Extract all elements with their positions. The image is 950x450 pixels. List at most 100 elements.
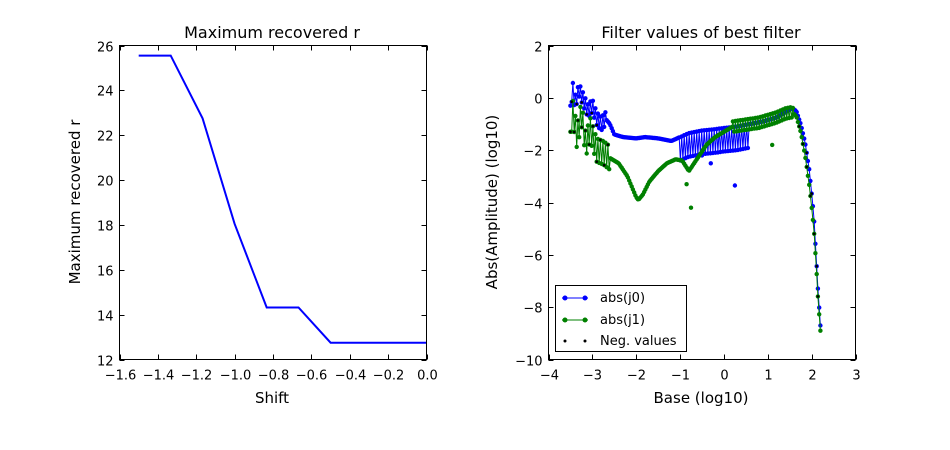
y-tick-label: 22 <box>97 130 114 145</box>
neg-value-marker <box>580 101 583 104</box>
j1-marker <box>809 205 814 211</box>
neg-value-marker <box>812 232 816 236</box>
j1-marker <box>813 251 818 256</box>
legend-entry-neg: Neg. values <box>563 334 677 349</box>
chart2-y-ticks: −10 −8 −6 −4 −2 0 2 <box>515 41 856 370</box>
j1-marker <box>805 173 811 178</box>
chart-filter-values: Filter values of best filter −4 −3 −2 −1 0 1 2… <box>483 23 861 407</box>
y-tick-label: −6 <box>523 250 542 265</box>
j1-marker <box>814 271 819 277</box>
j1-marker <box>799 134 804 140</box>
x-tick-label: −0.2 <box>373 369 405 384</box>
neg-value-marker <box>599 138 602 142</box>
j0-marker <box>593 106 598 111</box>
chart2-y-label: Abs(Amplitude) (log10) <box>483 115 501 290</box>
j1-marker <box>795 119 801 125</box>
j0-marker <box>602 124 607 130</box>
j1-marker <box>790 105 796 111</box>
chart1-x-label: Shift <box>255 389 289 407</box>
neg-value-marker <box>809 194 812 198</box>
j1-marker <box>584 151 589 156</box>
chart1-title: Maximum recovered r <box>184 23 360 42</box>
neg-value-marker <box>797 125 801 128</box>
x-tick-label: −0.8 <box>258 369 290 384</box>
neg-value-marker <box>595 160 598 163</box>
j0-marker <box>603 110 608 115</box>
y-tick-label: 2 <box>534 41 542 56</box>
x-tick-label: 1 <box>764 369 772 384</box>
y-tick-label: −10 <box>515 355 542 370</box>
x-tick-label: −4 <box>540 369 559 384</box>
legend-j0-marker <box>582 295 588 301</box>
j0-marker <box>582 106 587 111</box>
y-tick-label: 18 <box>97 220 114 235</box>
chart2-plot-area <box>568 80 823 333</box>
x-tick-label: 2 <box>808 369 816 384</box>
j1-marker <box>588 116 593 121</box>
j0-marker <box>570 80 576 86</box>
chart2-title: Filter values of best filter <box>601 23 801 42</box>
chart-max-recovered-r: Maximum recovered r −1.6 −1.4 −1.2 −1.0 −0.8… <box>66 23 438 407</box>
j1-marker <box>688 205 694 210</box>
y-tick-label: 24 <box>97 85 114 100</box>
j1-marker <box>593 132 598 137</box>
chart1-plot-area <box>138 54 427 344</box>
j1-marker <box>803 155 808 161</box>
j1-marker <box>798 128 803 134</box>
chart1-frame <box>119 45 427 360</box>
legend-neg-marker <box>563 339 567 343</box>
neg-value-marker <box>575 102 578 106</box>
legend-entry-j0: abs(j0) <box>562 291 645 306</box>
x-tick-label: −3 <box>583 369 602 384</box>
y-tick-label: −2 <box>523 145 542 160</box>
j0-marker <box>805 158 811 164</box>
neg-value-marker <box>576 119 580 122</box>
neg-value-marker <box>585 113 588 116</box>
y-tick-label: 0 <box>534 93 542 108</box>
legend-j1-marker <box>582 317 588 323</box>
neg-value-marker <box>816 295 820 298</box>
j1-marker <box>684 182 689 187</box>
j1-marker <box>580 110 586 115</box>
chart2-x-label: Base (log10) <box>654 389 749 407</box>
neg-value-marker <box>805 151 808 155</box>
j0-marker <box>732 183 738 188</box>
legend-neg-marker <box>583 339 587 343</box>
j1-marker <box>578 104 583 110</box>
neg-value-marker <box>580 126 583 129</box>
j0-marker <box>745 145 751 151</box>
neg-value-marker <box>570 100 573 104</box>
j1-marker <box>582 143 587 148</box>
j0-marker <box>580 90 586 95</box>
j1-marker <box>807 182 812 187</box>
y-tick-label: 14 <box>97 310 114 325</box>
j1-marker <box>592 151 597 156</box>
j0-marker <box>600 113 606 118</box>
neg-value-marker <box>590 111 593 115</box>
neg-value-marker <box>584 129 587 132</box>
neg-value-marker <box>815 264 818 268</box>
j1-marker <box>607 167 612 172</box>
chart1-x-ticks: −1.6 −1.4 −1.2 −1.0 −0.8 −0.6 −0.4 −0.2 0.0 <box>105 45 438 384</box>
y-tick-label: 26 <box>97 41 114 56</box>
legend-j0-label: abs(j0) <box>600 291 645 306</box>
j0-marker <box>568 103 573 108</box>
j1-marker <box>574 144 579 150</box>
y-tick-label: 12 <box>97 355 114 370</box>
chart1-y-ticks: 12 14 16 18 20 22 24 26 <box>97 41 427 370</box>
j1-marker <box>802 148 807 153</box>
j1-marker <box>770 142 775 148</box>
x-tick-label: −0.6 <box>296 369 328 384</box>
chart1-y-label: Maximum recovered r <box>66 119 84 285</box>
x-tick-label: −1.4 <box>143 369 175 384</box>
x-tick-label: 0.0 <box>417 369 438 384</box>
j0-marker <box>573 92 578 97</box>
x-tick-label: −1 <box>671 369 690 384</box>
y-tick-label: 20 <box>97 175 114 190</box>
neg-value-marker <box>805 165 808 169</box>
j1-marker <box>577 135 582 140</box>
x-tick-label: 0 <box>720 369 728 384</box>
chart2-legend: abs(j0) abs(j1) Neg. values <box>555 285 687 352</box>
x-tick-label: −1.2 <box>181 369 213 384</box>
